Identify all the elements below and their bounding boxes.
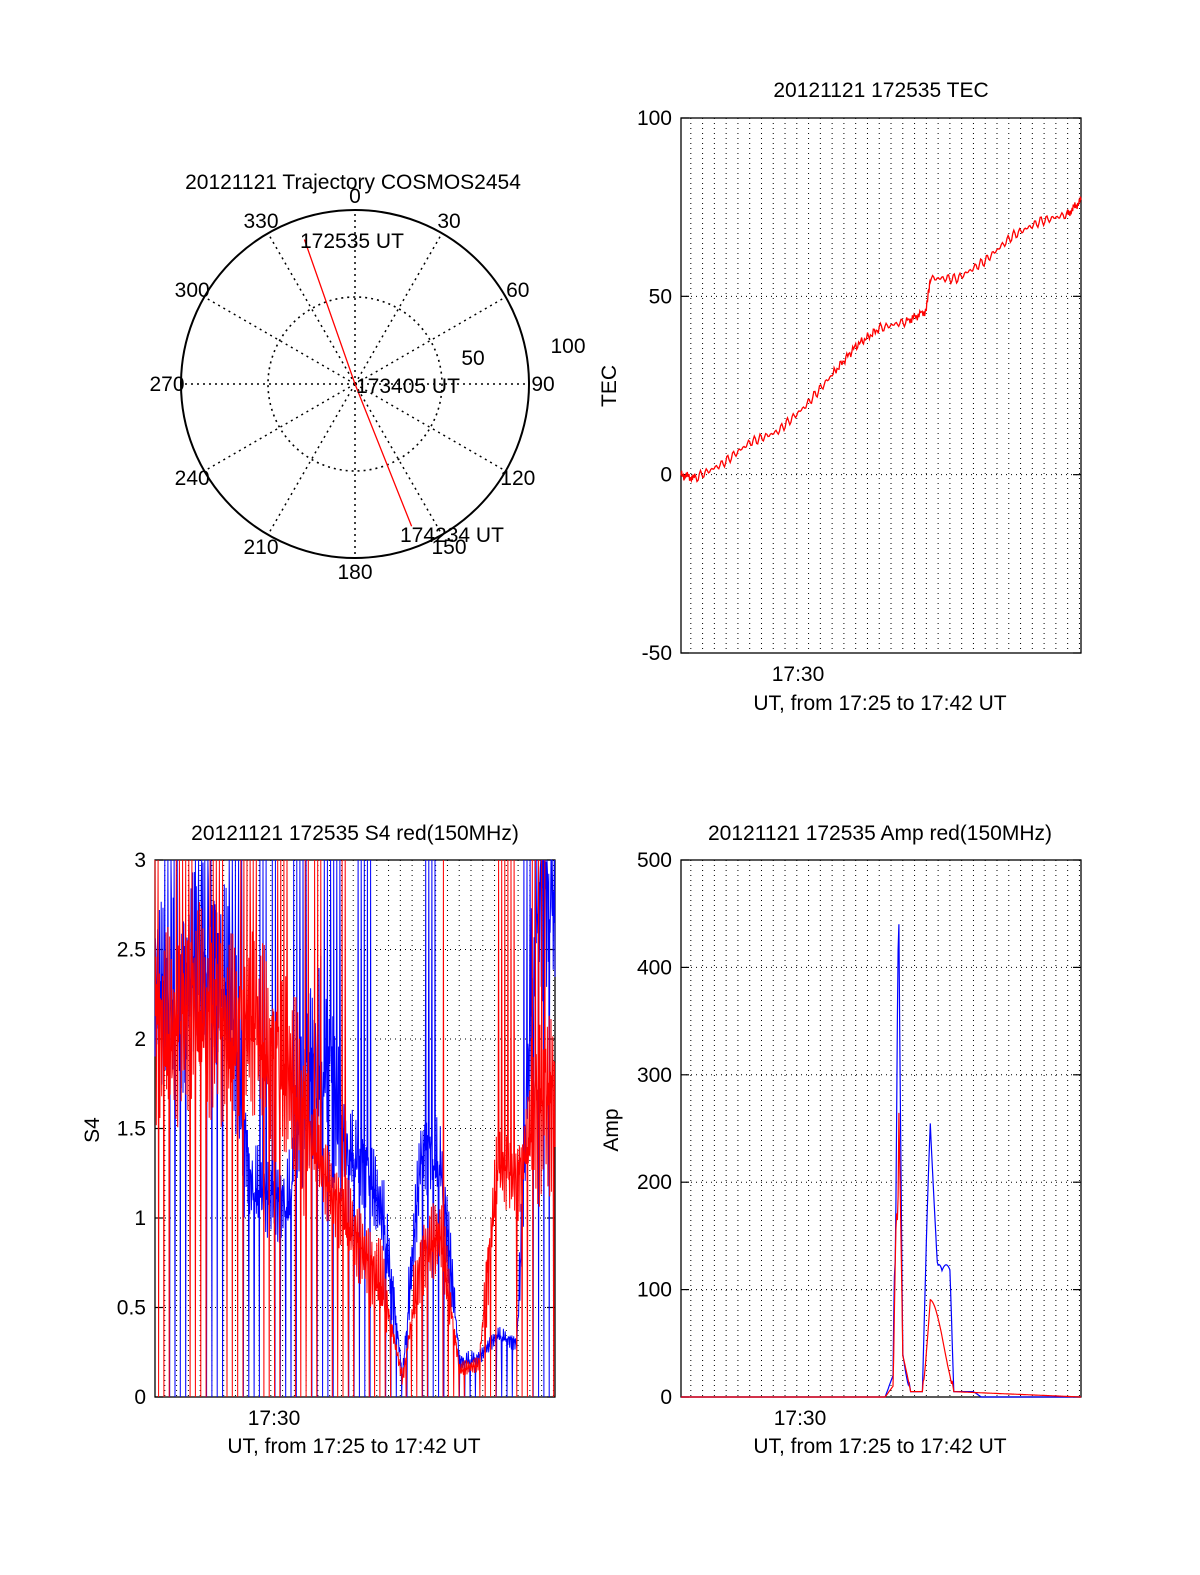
polar-ring-label-100: 100 [550,335,585,358]
polar-azimuth-label: 210 [243,536,278,559]
polar-spoke [267,232,356,385]
amp-ytick-label: 300 [637,1064,672,1087]
polar-spoke [354,296,507,385]
s4-y-tick-labels: 0 0.5 1 1.5 2 2.5 3 [117,849,146,1409]
s4-ytick-label: 0 [134,1386,146,1409]
amp-chart: 20121121 172535 Amp red(150MHz) 0 100 200 3… [600,822,1082,1458]
amp-xlabel: UT, from 17:25 to 17:42 UT [753,1435,1006,1458]
polar-azimuth-label: 180 [337,561,372,584]
amp-ylabel: Amp [600,1108,623,1151]
tec-ytick-label: 0 [660,464,672,487]
polar-outer-ring [180,209,530,559]
polar-spoke [354,232,443,385]
polar-spoke [203,383,356,472]
amp-ytick-label: 0 [660,1386,672,1409]
polar-azimuth-labels: 0 30 60 90 120 150 180 210 240 270 300 330 [149,185,554,584]
polar-spoke [203,296,356,385]
tec-xlabel: UT, from 17:25 to 17:42 UT [753,692,1006,715]
s4-ytick-label: 3 [134,849,146,872]
polar-inner-ring [267,296,443,472]
s4-ytick-label: 0.5 [117,1297,146,1320]
tec-title: 20121121 172535 TEC [773,79,988,102]
tec-y-tick-labels: -50 0 50 100 [637,107,672,665]
tec-ytick-label: 50 [649,285,672,308]
tec-ytick-label: -50 [642,642,672,665]
amp-y-tick-labels: 0 100 200 300 400 500 [637,849,672,1409]
polar-azimuth-label: 120 [500,467,535,490]
polar-azimuth-label: 90 [531,373,554,396]
tec-ylabel: TEC [598,365,621,407]
amp-xtick-label: 17:30 [774,1407,827,1430]
tec-ytick-label: 100 [637,107,672,130]
amp-grid [681,859,1081,1398]
polar-azimuth-label: 0 [349,185,361,208]
tec-chart: 20121121 172535 TEC -50 0 50 100 17:30 UT, … [598,79,1082,715]
amp-title: 20121121 172535 Amp red(150MHz) [708,822,1052,845]
tec-series-line [680,196,1082,484]
trajectory-end-label: 174234 UT [400,524,504,547]
polar-spoke [354,383,507,472]
s4-title: 20121121 172535 S4 red(150MHz) [191,822,519,845]
amp-ytick-label: 200 [637,1171,672,1194]
trajectory-mid-label: 173405 UT [356,375,460,398]
s4-chart: 20121121 172535 S4 red(150MHz) 0 0.5 1 1.5 2… [81,822,556,1458]
polar-spoke [354,383,443,536]
polar-azimuth-label: 60 [506,279,529,302]
trajectory-start-label: 172535 UT [300,230,404,253]
polar-azimuth-label: 330 [243,210,278,233]
polar-azimuth-label: 30 [437,210,460,233]
s4-xlabel: UT, from 17:25 to 17:42 UT [227,1435,480,1458]
amp-ytick-label: 400 [637,956,672,979]
s4-series-red [154,859,556,1398]
s4-ytick-label: 2.5 [117,939,146,962]
s4-ytick-label: 2 [134,1028,146,1051]
tec-xtick-label: 17:30 [772,663,825,686]
amp-ytick-label: 100 [637,1279,672,1302]
s4-ylabel: S4 [81,1117,104,1143]
amp-series-red [681,1112,1081,1398]
s4-xtick-label: 17:30 [248,1407,301,1430]
polar-azimuth-label: 150 [431,536,466,559]
polar-chart: 20121121 Trajectory COSMOS2454 0 30 60 90 12… [149,171,585,584]
amp-ytick-label: 500 [637,849,672,872]
polar-spokes [181,210,529,558]
tec-grid [681,117,1081,654]
polar-azimuth-label: 300 [175,279,210,302]
polar-ring-label-50: 50 [461,347,484,370]
s4-ytick-label: 1 [134,1207,146,1230]
polar-title: 20121121 Trajectory COSMOS2454 [185,171,521,194]
s4-ytick-label: 1.5 [117,1118,146,1141]
polar-azimuth-label: 270 [149,373,184,396]
polar-azimuth-label: 240 [175,467,210,490]
polar-spoke [267,383,356,536]
polar-trajectory-line [303,239,413,527]
